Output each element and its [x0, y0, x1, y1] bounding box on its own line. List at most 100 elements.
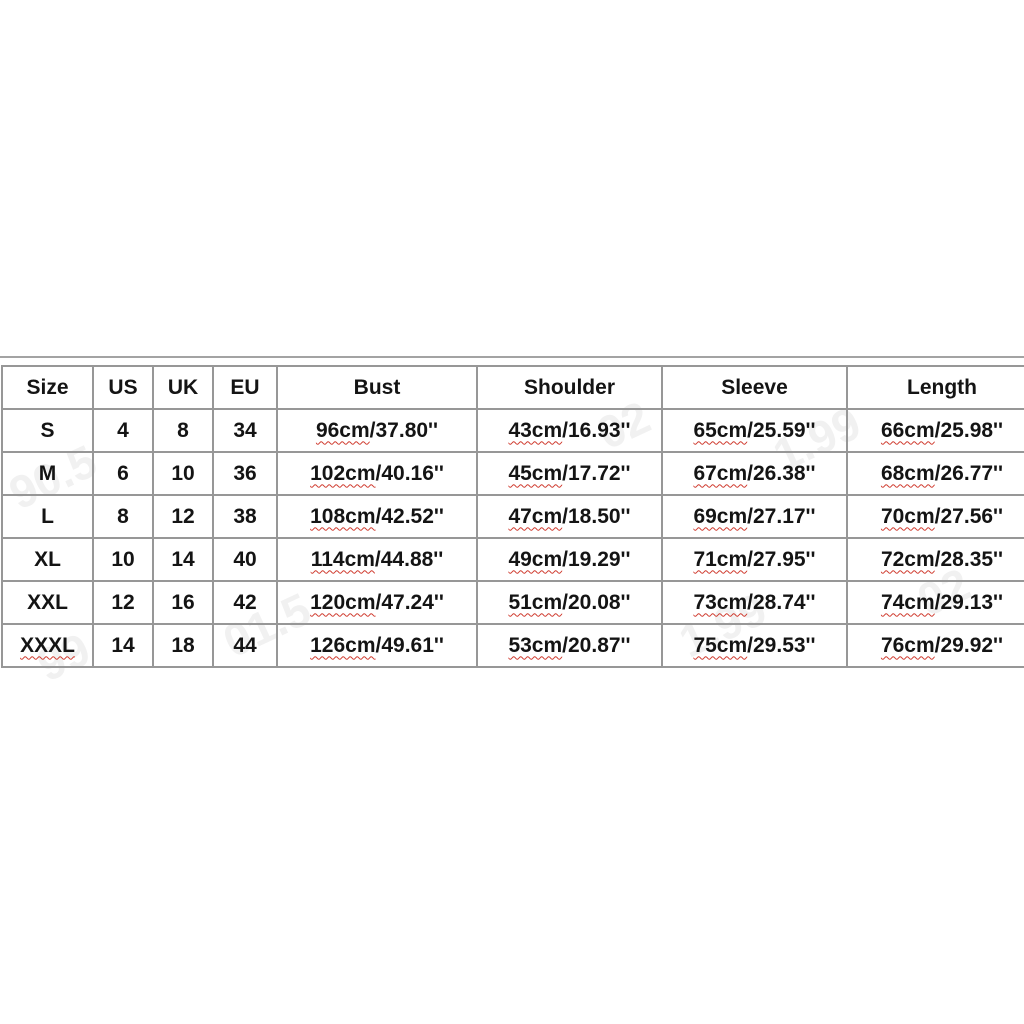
inch-value: /47.24'' — [375, 590, 444, 614]
cm-value: 49cm — [508, 547, 563, 571]
table-row: XL 10 14 40 114cm/44.88'' 49cm/19.29'' 7… — [1, 537, 1024, 582]
cm-value: 74cm — [880, 590, 935, 614]
cm-value: 76cm — [880, 633, 935, 657]
cm-value: 114cm — [310, 547, 375, 571]
column-header-uk: UK — [152, 365, 214, 410]
size-cell: XXXL — [1, 623, 94, 668]
eu-cell: 42 — [212, 580, 278, 625]
sleeve-cell: 69cm/27.17'' — [661, 494, 848, 539]
size-cell: S — [1, 408, 94, 453]
cm-value: 67cm — [693, 461, 748, 485]
length-cell: 72cm/28.35'' — [846, 537, 1024, 582]
header-row: Size US UK EU Bust Shoulder Sleeve Lengt… — [1, 365, 1024, 410]
cm-value: 126cm — [310, 633, 376, 657]
table-row: XXXL 14 18 44 126cm/49.61'' 53cm/20.87''… — [1, 623, 1024, 668]
size-cell: M — [1, 451, 94, 496]
shoulder-cell: 43cm/16.93'' — [476, 408, 663, 453]
cm-value: 72cm — [880, 547, 935, 571]
cm-value: 75cm — [693, 633, 748, 657]
bust-cell: 96cm/37.80'' — [276, 408, 478, 453]
us-cell: 8 — [92, 494, 154, 539]
column-header-sleeve: Sleeve — [661, 365, 848, 410]
inch-value: /25.98'' — [934, 418, 1004, 442]
size-label: L — [41, 504, 54, 528]
bust-cell: 120cm/47.24'' — [276, 580, 478, 625]
cm-value: 69cm — [693, 504, 748, 528]
uk-cell: 12 — [152, 494, 214, 539]
us-cell: 6 — [92, 451, 154, 496]
us-cell: 14 — [92, 623, 154, 668]
cm-value: 68cm — [880, 461, 935, 485]
sleeve-cell: 67cm/26.38'' — [661, 451, 848, 496]
cm-value: 108cm — [310, 504, 376, 528]
column-header-shoulder: Shoulder — [476, 365, 663, 410]
inch-value: /27.95'' — [747, 547, 816, 571]
inch-value: /26.77'' — [934, 461, 1004, 485]
eu-cell: 36 — [212, 451, 278, 496]
inch-value: /40.16'' — [375, 461, 444, 485]
size-chart-table: Size US UK EU Bust Shoulder Sleeve Lengt… — [1, 365, 1024, 668]
length-cell: 66cm/25.98'' — [846, 408, 1024, 453]
cm-value: 102cm — [310, 461, 376, 485]
shoulder-cell: 51cm/20.08'' — [476, 580, 663, 625]
length-cell: 74cm/29.13'' — [846, 580, 1024, 625]
inch-value: /19.29'' — [562, 547, 631, 571]
cm-value: 47cm — [508, 504, 563, 528]
column-header-size: Size — [1, 365, 94, 410]
column-header-bust: Bust — [276, 365, 478, 410]
eu-cell: 44 — [212, 623, 278, 668]
table-row: L 8 12 38 108cm/42.52'' 47cm/18.50'' 69c… — [1, 494, 1024, 539]
cm-value: 43cm — [508, 418, 563, 442]
shoulder-cell: 47cm/18.50'' — [476, 494, 663, 539]
inch-value: /17.72'' — [562, 461, 631, 485]
size-label: XXXL — [20, 633, 75, 657]
length-cell: 70cm/27.56'' — [846, 494, 1024, 539]
inch-value: /27.56'' — [934, 504, 1004, 528]
inch-value: /29.92'' — [934, 633, 1004, 657]
us-cell: 12 — [92, 580, 154, 625]
shoulder-cell: 53cm/20.87'' — [476, 623, 663, 668]
cm-value: 70cm — [880, 504, 935, 528]
uk-cell: 14 — [152, 537, 214, 582]
cm-value: 53cm — [508, 633, 563, 657]
top-divider-line — [0, 356, 1024, 358]
size-label: XL — [34, 547, 61, 571]
us-cell: 10 — [92, 537, 154, 582]
inch-value: /37.80'' — [369, 418, 439, 442]
cm-value: 73cm — [693, 590, 748, 614]
inch-value: /28.35'' — [934, 547, 1004, 571]
inch-value: /29.13'' — [934, 590, 1004, 614]
inch-value: /18.50'' — [562, 504, 631, 528]
inch-value: /25.59'' — [747, 418, 816, 442]
inch-value: /29.53'' — [747, 633, 816, 657]
inch-value: /44.88'' — [374, 547, 444, 571]
table-row: XXL 12 16 42 120cm/47.24'' 51cm/20.08'' … — [1, 580, 1024, 625]
size-label: S — [40, 418, 55, 442]
bust-cell: 126cm/49.61'' — [276, 623, 478, 668]
eu-cell: 40 — [212, 537, 278, 582]
size-cell: XXL — [1, 580, 94, 625]
size-label: M — [38, 461, 57, 485]
size-label: XXL — [27, 590, 68, 614]
cm-value: 66cm — [880, 418, 935, 442]
bust-cell: 114cm/44.88'' — [276, 537, 478, 582]
eu-cell: 34 — [212, 408, 278, 453]
shoulder-cell: 45cm/17.72'' — [476, 451, 663, 496]
eu-cell: 38 — [212, 494, 278, 539]
inch-value: /27.17'' — [747, 504, 816, 528]
us-cell: 4 — [92, 408, 154, 453]
cm-value: 51cm — [508, 590, 563, 614]
cm-value: 71cm — [693, 547, 748, 571]
inch-value: /20.08'' — [562, 590, 631, 614]
bust-cell: 108cm/42.52'' — [276, 494, 478, 539]
cm-value: 45cm — [508, 461, 563, 485]
uk-cell: 8 — [152, 408, 214, 453]
length-cell: 68cm/26.77'' — [846, 451, 1024, 496]
uk-cell: 16 — [152, 580, 214, 625]
cm-value: 120cm — [310, 590, 376, 614]
size-cell: L — [1, 494, 94, 539]
inch-value: /42.52'' — [375, 504, 444, 528]
length-cell: 76cm/29.92'' — [846, 623, 1024, 668]
sleeve-cell: 65cm/25.59'' — [661, 408, 848, 453]
